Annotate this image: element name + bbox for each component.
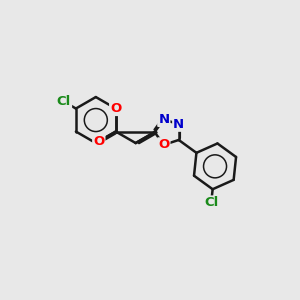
Text: O: O [110,102,122,115]
Text: N: N [158,113,169,126]
Text: O: O [93,135,104,148]
Text: Cl: Cl [204,196,218,209]
Text: Cl: Cl [57,95,71,108]
Text: O: O [158,138,169,151]
Text: N: N [173,118,184,131]
